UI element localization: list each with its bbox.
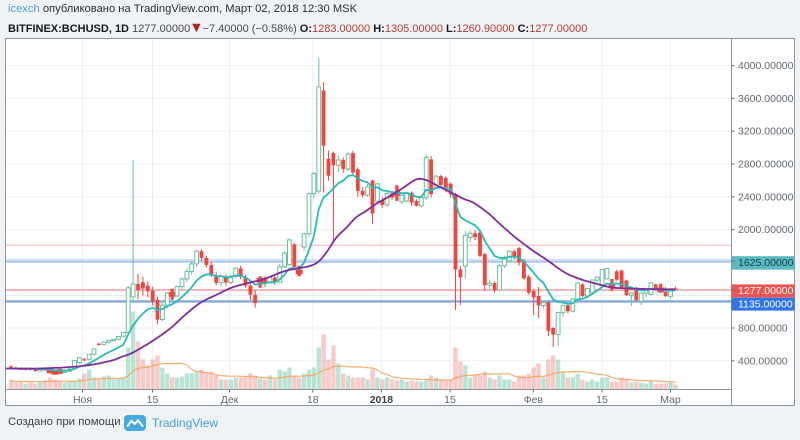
svg-text:Мар: Мар: [660, 394, 681, 406]
svg-text:2018: 2018: [370, 394, 394, 406]
svg-text:15: 15: [147, 394, 159, 406]
svg-text:Дек: Дек: [221, 394, 239, 406]
svg-text:3200.00000: 3200.00000: [738, 126, 794, 138]
svg-text:15: 15: [444, 394, 456, 406]
svg-text:1277.00000: 1277.00000: [738, 285, 794, 297]
svg-text:Ноя: Ноя: [73, 394, 92, 406]
svg-text:2000.00000: 2000.00000: [738, 224, 794, 236]
svg-text:15: 15: [596, 394, 608, 406]
svg-text:3600.00000: 3600.00000: [738, 93, 794, 105]
svg-text:4000.00000: 4000.00000: [738, 60, 794, 72]
svg-text:400.00000: 400.00000: [738, 355, 788, 367]
svg-text:18: 18: [307, 394, 319, 406]
svg-text:1625.00000: 1625.00000: [738, 257, 794, 269]
svg-text:800.00000: 800.00000: [738, 323, 788, 335]
svg-text:2800.00000: 2800.00000: [738, 159, 794, 171]
svg-text:1135.00000: 1135.00000: [738, 298, 793, 310]
svg-text:Фев: Фев: [524, 394, 544, 406]
svg-text:2400.00000: 2400.00000: [738, 191, 794, 203]
